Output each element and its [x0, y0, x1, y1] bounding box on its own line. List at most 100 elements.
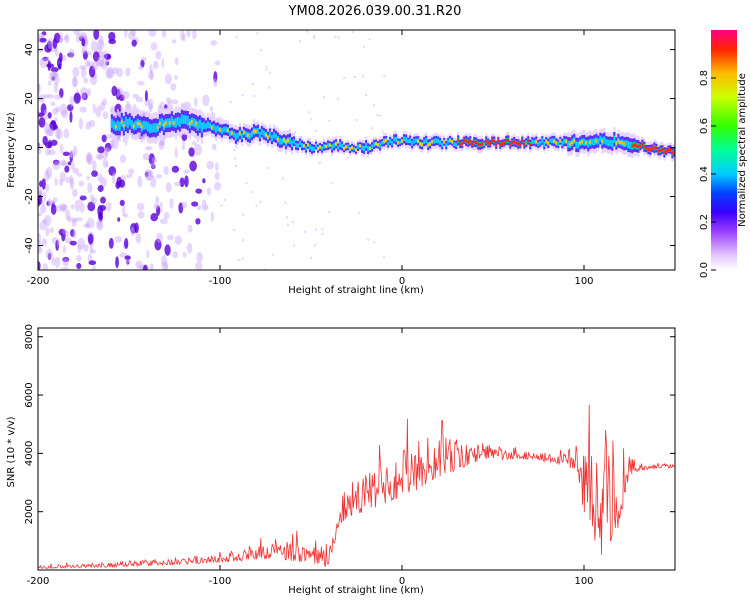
ridge-core: [154, 123, 158, 133]
noise-dot: [235, 164, 238, 167]
ridge-peak: [443, 140, 446, 144]
ridge-core: [357, 144, 360, 149]
ridge-core: [216, 125, 220, 132]
ridge-peak: [164, 121, 168, 125]
noise-blob: [88, 119, 96, 127]
noise-blob: [69, 151, 73, 158]
ridge-core: [405, 137, 408, 143]
noise-dot: [328, 210, 331, 213]
noise-blob: [50, 139, 58, 146]
noise-blob: [86, 61, 94, 67]
ridge-core: [361, 145, 364, 151]
noise-blob: [59, 179, 63, 187]
ridge-core: [270, 135, 274, 142]
ridge-peak: [319, 145, 322, 149]
noise-blob: [39, 37, 47, 43]
ridge-core: [200, 122, 204, 133]
noise-blob: [103, 147, 111, 152]
noise-dot: [293, 244, 296, 247]
ridge-core: [373, 142, 376, 147]
noise-blob: [108, 166, 117, 176]
noise-dot: [318, 161, 321, 164]
ridge-core: [116, 120, 120, 131]
noise-blob: [159, 218, 168, 225]
ridge-core: [543, 141, 546, 147]
noise-blob: [213, 78, 218, 88]
noise-blob: [124, 30, 128, 39]
ridge-core: [311, 146, 314, 152]
noise-blob: [130, 226, 135, 237]
noise-dot: [376, 113, 379, 116]
spectrogram-xtick-label: 100: [574, 276, 593, 287]
noise-blob: [90, 40, 98, 53]
noise-blob: [148, 153, 155, 165]
ridge-core: [627, 140, 630, 149]
noise-blob: [124, 238, 129, 250]
noise-blob: [172, 251, 179, 259]
noise-blob: [79, 195, 87, 201]
noise-blob: [85, 221, 90, 229]
noise-blob: [96, 219, 104, 231]
noise-blob: [105, 60, 110, 66]
ridge-core: [323, 144, 326, 149]
ridge-peak: [645, 147, 648, 151]
noise-dot: [260, 49, 263, 52]
ridge-core: [134, 120, 138, 130]
noise-blob: [152, 60, 159, 70]
noise-blob: [150, 42, 158, 51]
noise-blob: [91, 170, 98, 177]
ridge-peak: [615, 141, 618, 146]
noise-blob: [149, 263, 154, 270]
noise-blob: [46, 93, 55, 99]
noise-blob: [77, 243, 82, 254]
ridge-core: [395, 136, 398, 143]
noise-blob: [59, 88, 64, 99]
noise-blob: [194, 97, 198, 107]
noise-blob: [38, 117, 46, 128]
ridge-peak: [168, 121, 172, 125]
spectrogram-frame: [37, 29, 676, 271]
ridge-core: [268, 131, 272, 138]
noise-blob: [150, 162, 156, 169]
ridge-peak: [569, 142, 572, 146]
snr-xtick-label: -100: [209, 576, 232, 587]
noise-dot: [378, 114, 381, 117]
ridge-core: [260, 128, 264, 135]
noise-blob: [53, 82, 58, 94]
noise-blob: [106, 66, 115, 79]
ridge-peak: [284, 140, 288, 144]
noise-blob: [43, 109, 49, 121]
ridge-core: [583, 138, 586, 146]
ridge-core: [605, 139, 608, 146]
ridge-core: [333, 142, 336, 148]
ridge-core: [178, 117, 182, 127]
noise-blob: [50, 101, 56, 107]
noise-blob: [92, 160, 97, 172]
snr-ytick-label: 4000: [24, 441, 35, 466]
noise-blob: [159, 202, 163, 208]
noise-blob: [86, 217, 95, 229]
noise-blob: [97, 153, 104, 161]
noise-blob: [97, 56, 105, 67]
noise-blob: [202, 94, 210, 107]
ridge-core: [126, 118, 130, 129]
noise-blob: [159, 101, 165, 110]
noise-blob: [210, 211, 214, 223]
snr-ylabel: SNR (10 * v/v): [6, 416, 17, 487]
noise-blob: [61, 205, 67, 213]
ridge-core: [413, 138, 416, 144]
ridge-peak: [669, 147, 672, 152]
ridge-peak: [457, 138, 460, 143]
ridge-core: [224, 126, 228, 133]
ridge-core: [186, 115, 190, 126]
spectrogram-ytick-label: -20: [24, 188, 35, 204]
noise-blob: [195, 261, 203, 270]
ridge-peak: [218, 128, 222, 132]
noise-blob: [73, 75, 77, 88]
ridge-core: [341, 143, 344, 149]
noise-blob: [124, 255, 131, 260]
noise-dot: [337, 97, 340, 100]
noise-blob: [65, 209, 70, 221]
ridge-peak: [431, 140, 434, 144]
noise-blob: [69, 96, 74, 108]
